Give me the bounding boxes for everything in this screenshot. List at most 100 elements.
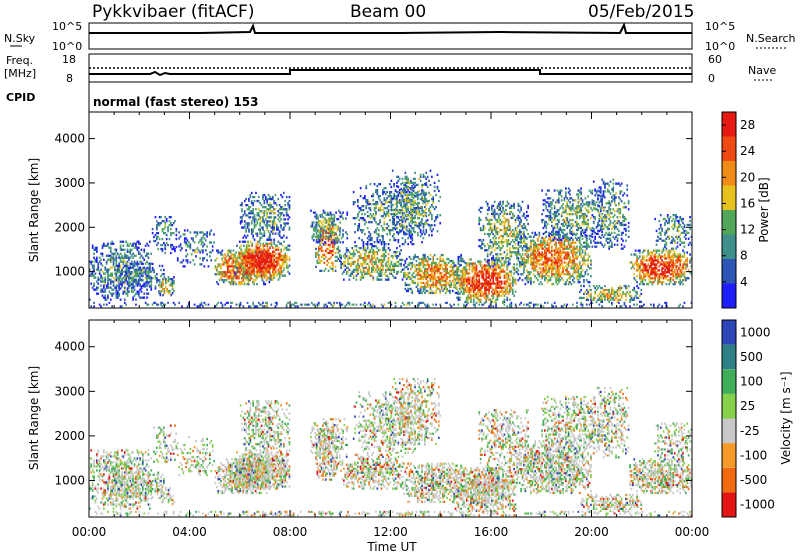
- data-cell: [369, 235, 372, 238]
- data-cell: [238, 251, 240, 254]
- data-cell: [407, 197, 409, 200]
- data-cell: [277, 268, 280, 271]
- data-cell: [517, 259, 520, 262]
- data-cell: [456, 277, 458, 281]
- data-cell: [412, 189, 415, 193]
- data-cell: [407, 181, 409, 184]
- data-cell: [443, 275, 446, 279]
- data-cell: [359, 278, 362, 281]
- data-cell: [535, 261, 538, 264]
- data-cell: [458, 280, 461, 283]
- data-cell: [140, 260, 143, 263]
- data-cell: [232, 259, 235, 262]
- data-cell: [357, 250, 359, 254]
- data-cell: [503, 224, 506, 228]
- data-cell: [244, 268, 247, 271]
- data-cell: [377, 233, 380, 236]
- data-cell: [371, 247, 373, 250]
- data-cell: [425, 181, 428, 184]
- data-cell: [281, 258, 284, 261]
- data-cell: [503, 232, 506, 236]
- data-cell: [431, 289, 433, 293]
- data-cell: [174, 249, 176, 253]
- data-cell: [411, 275, 414, 279]
- data-cell: [357, 268, 359, 271]
- data-cell: [498, 272, 500, 275]
- data-cell: [164, 245, 167, 249]
- data-cell: [115, 288, 118, 291]
- data-cell: [513, 214, 515, 218]
- data-cell: [199, 251, 201, 254]
- data-cell: [352, 260, 355, 264]
- data-cell: [390, 199, 393, 202]
- data-cell: [542, 263, 545, 266]
- data-cell: [320, 249, 323, 253]
- data-cell: [108, 290, 111, 293]
- data-cell: [372, 260, 375, 264]
- data-cell: [359, 256, 362, 260]
- data-cell: [133, 272, 136, 275]
- data-cell: [267, 230, 270, 233]
- data-cell: [331, 267, 334, 270]
- data-cell: [183, 229, 186, 232]
- data-cell: [396, 205, 398, 209]
- data-cell: [528, 249, 531, 252]
- data-cell: [171, 292, 174, 295]
- data-cell: [375, 260, 377, 264]
- data-cell: [500, 262, 503, 265]
- data-cell: [457, 258, 460, 261]
- data-cell: [511, 232, 514, 236]
- data-cell: [544, 265, 546, 268]
- data-cell: [317, 215, 319, 218]
- data-cell: [368, 201, 370, 204]
- data-cell: [248, 199, 250, 203]
- data-cell: [256, 232, 259, 235]
- data-cell: [500, 257, 503, 260]
- data-cell: [173, 276, 175, 279]
- data-cell: [458, 274, 461, 277]
- data-cell: [162, 282, 164, 285]
- data-cell: [520, 265, 522, 268]
- data-cell: [498, 294, 500, 297]
- data-cell: [355, 264, 358, 267]
- data-cell: [248, 278, 251, 281]
- data-cell: [429, 269, 432, 273]
- data-cell: [262, 264, 265, 267]
- data-cell: [143, 250, 146, 253]
- data-cell: [539, 275, 542, 278]
- data-cell: [443, 283, 446, 287]
- data-cell: [544, 261, 546, 264]
- data-cell: [362, 270, 365, 273]
- data-cell: [262, 218, 264, 221]
- data-cell: [484, 268, 486, 271]
- data-cell: [506, 232, 509, 236]
- data-cell: [447, 283, 450, 287]
- data-cell: [507, 282, 510, 285]
- data-cell: [369, 237, 372, 240]
- data-cell: [362, 276, 365, 279]
- data-cell: [523, 241, 525, 244]
- data-cell: [439, 222, 442, 225]
- data-cell: [383, 249, 386, 252]
- data-cell: [142, 279, 144, 282]
- data-cell: [513, 230, 515, 234]
- data-cell: [527, 275, 529, 278]
- data-cell: [386, 211, 388, 214]
- data-cell: [369, 213, 372, 216]
- data-cell: [453, 276, 455, 279]
- data-cell: [325, 237, 328, 240]
- data-cell: [500, 241, 503, 244]
- data-cell: [333, 220, 335, 223]
- data-cell: [377, 197, 380, 200]
- data-cell: [506, 278, 509, 281]
- data-cell: [503, 270, 506, 273]
- data-cell: [216, 273, 218, 276]
- data-cell: [414, 191, 416, 195]
- data-cell: [287, 270, 289, 273]
- data-cell: [488, 292, 490, 295]
- data-cell: [386, 268, 388, 271]
- data-cell: [493, 259, 496, 262]
- data-cell: [443, 261, 446, 265]
- data-cell: [364, 256, 366, 260]
- data-cell: [535, 255, 538, 258]
